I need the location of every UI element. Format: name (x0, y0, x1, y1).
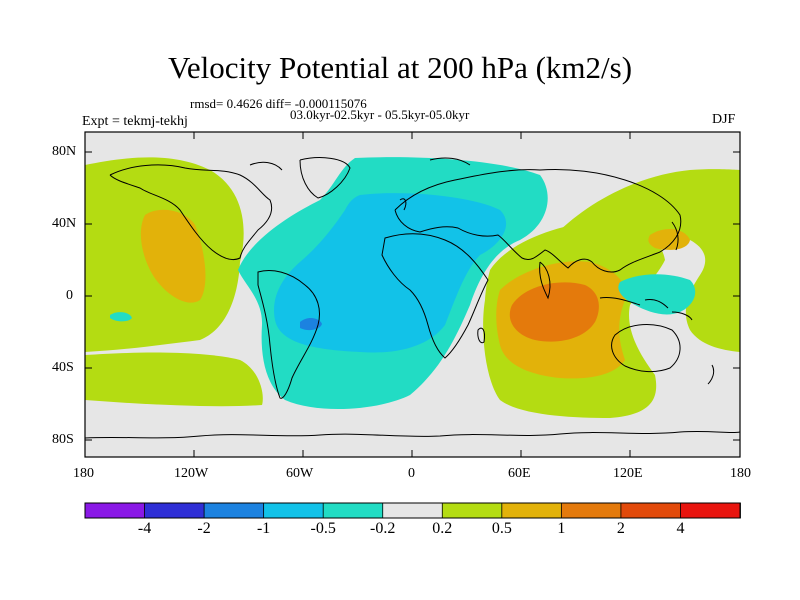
colorbar-swatch (620, 502, 682, 519)
colorbar-label: -0.2 (370, 520, 396, 537)
colorbar-swatch (441, 502, 503, 519)
contour-field (85, 132, 740, 457)
colorbar-label: -2 (197, 520, 211, 537)
colorbar-label: 0.2 (432, 520, 453, 537)
contour-pos-south-pacific (85, 352, 263, 407)
colorbar-label: -0.5 (310, 520, 336, 537)
contour-pos-nw-pacific (555, 169, 740, 352)
colorbar-swatch (680, 502, 741, 519)
coast-arctic-islands (249, 157, 471, 171)
coast-india (539, 261, 551, 300)
coast-australia (611, 324, 681, 373)
coast-indonesia (599, 297, 693, 321)
coast-south-america (257, 270, 320, 399)
colorbar-swatch (382, 502, 444, 519)
lat-label-80s: 80S (52, 432, 74, 447)
colorbar-swatch (501, 502, 563, 519)
coast-antarctica (85, 430, 740, 439)
lon-label-0: 0 (408, 466, 415, 481)
coastlines (85, 157, 740, 439)
lat-label-80n: 80N (52, 144, 77, 159)
coast-eurasia (394, 169, 682, 273)
coast-north-america (109, 164, 273, 261)
colorbar-label: 2 (616, 520, 625, 537)
colorbar-label: -4 (137, 520, 152, 537)
contour-pos-pacific-orange (140, 209, 206, 303)
colorbar-label: 4 (676, 520, 685, 537)
colorbar-frame (84, 502, 741, 519)
contour-neg-small-pacific (110, 312, 132, 322)
lat-ticks (85, 151, 740, 441)
stats-line: rmsd= 0.4626 diff= -0.000115076 (190, 96, 367, 111)
contour-pos-japan-orange (648, 228, 690, 250)
colorbar-swatch (84, 502, 146, 519)
coast-japan (671, 221, 679, 251)
colorbar-swatch (144, 502, 205, 519)
lat-label-40n: 40N (52, 216, 77, 231)
colorbar-swatch (560, 502, 622, 519)
colorbar-label: -1 (256, 520, 271, 537)
lat-label-0: 0 (66, 288, 73, 303)
contour-neg-amazon (300, 317, 322, 331)
coast-madagascar (477, 327, 485, 344)
lon-label-120w: 120W (174, 466, 209, 481)
map-title: Velocity Potential at 200 hPa (km2/s) (167, 50, 633, 85)
period-line: 03.0kyr-02.5kyr - 05.5kyr-05.0kyr (290, 107, 470, 122)
colorbar-swatch (322, 502, 384, 519)
colorbar-swatch (203, 502, 265, 519)
lon-label-180e: 180 (730, 466, 751, 481)
lon-label-60w: 60W (286, 466, 314, 481)
contour-neg-atlantic-mid (274, 193, 507, 353)
season-label: DJF (712, 112, 736, 127)
experiment-label: Expt = tekmj-tekhj (82, 114, 188, 129)
contour-pos-indian-core (509, 282, 599, 342)
colorbar-swatch (263, 502, 325, 519)
coast-africa (381, 233, 489, 359)
colorbar (84, 502, 741, 519)
lon-label-180w: 180 (73, 466, 94, 481)
coast-greenland (299, 157, 351, 199)
colorbar-label: 1 (557, 520, 566, 537)
lon-ticks (84, 132, 741, 457)
lat-label-40s: 40S (52, 360, 74, 375)
colorbar-label: 0.5 (491, 520, 512, 537)
lon-label-120e: 120E (613, 466, 643, 481)
lon-label-60e: 60E (508, 466, 531, 481)
coast-new-zealand (707, 364, 715, 385)
coast-uk (399, 198, 407, 211)
